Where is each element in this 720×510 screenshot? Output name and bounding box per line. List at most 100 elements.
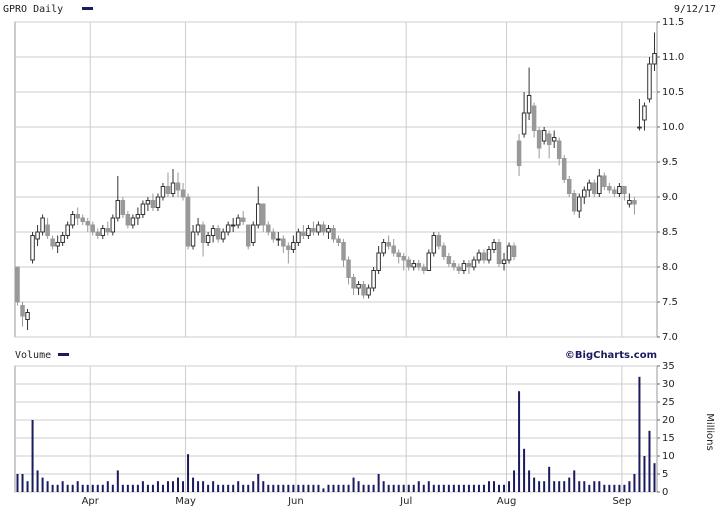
candle-body: [336, 238, 341, 243]
candle-body: [145, 200, 151, 205]
volume-bar: [202, 481, 205, 492]
candle-body: [235, 217, 241, 226]
candle-body: [200, 224, 206, 243]
y-tick-label: 5: [662, 469, 668, 480]
candle-body: [105, 228, 111, 233]
date-label: 9/12/17: [674, 4, 716, 15]
x-tick-label: May: [175, 496, 196, 507]
volume-bar: [482, 484, 485, 492]
candle-body: [376, 252, 381, 271]
volume-bar: [578, 481, 581, 492]
x-tick-label: Jun: [287, 496, 304, 507]
volume-bar: [548, 466, 551, 492]
candle-body: [115, 200, 121, 219]
y-tick-label: 20: [662, 415, 675, 426]
candle-body: [577, 196, 582, 212]
candle-body: [436, 235, 442, 247]
candle-body: [90, 224, 95, 233]
candle-body: [571, 193, 577, 212]
candle-body: [556, 140, 562, 159]
candle-body: [215, 228, 221, 240]
y-tick-label: 25: [662, 397, 675, 408]
candle-body: [210, 228, 216, 236]
volume-bar: [332, 484, 335, 492]
volume-bar: [442, 484, 445, 492]
volume-bar: [362, 484, 365, 492]
candle-body: [401, 256, 406, 261]
volume-bar: [543, 481, 546, 492]
volume-bar: [141, 481, 144, 492]
volume-bar: [518, 391, 521, 492]
candle-body: [627, 200, 632, 205]
candle-body: [80, 217, 85, 222]
candle-body: [276, 238, 281, 241]
candle-body: [220, 231, 226, 240]
volume-bar: [272, 484, 275, 492]
candle-body: [446, 256, 452, 264]
volume-bar: [317, 484, 320, 492]
volume-bar: [197, 481, 200, 492]
volume-bar: [297, 484, 300, 492]
candle-body: [356, 284, 361, 289]
candle-body: [25, 312, 30, 320]
candle-body: [341, 242, 346, 261]
volume-bar: [177, 477, 180, 492]
candle-body: [511, 245, 517, 257]
price-panel: [14, 21, 658, 338]
candle-body: [85, 221, 90, 226]
volume-bar: [327, 484, 330, 492]
volume-bar: [227, 484, 230, 492]
volume-bar: [126, 484, 129, 492]
volume-bar: [633, 474, 636, 492]
candle-body: [466, 263, 472, 268]
y-tick-label: 11.0: [662, 52, 684, 63]
volume-bar: [237, 481, 240, 492]
candle-body: [205, 235, 211, 243]
volume-bar: [16, 474, 19, 492]
candle-body: [55, 242, 60, 247]
candle-body: [371, 270, 376, 289]
x-tick-label: Apr: [82, 496, 100, 507]
volume-title: Volume: [15, 350, 51, 361]
candle-body: [291, 242, 296, 250]
candle-body: [541, 130, 547, 142]
candle-body: [225, 224, 231, 233]
volume-bar: [427, 481, 430, 492]
candle-body: [70, 214, 75, 226]
volume-bar: [111, 484, 114, 492]
volume-bar: [643, 456, 646, 492]
volume-bar: [342, 484, 345, 492]
candle-body: [431, 235, 437, 254]
candle-body: [366, 287, 371, 296]
volume-bar: [71, 484, 74, 492]
volume-bar: [523, 448, 526, 492]
volume-bar: [207, 484, 210, 492]
volume-bar: [136, 484, 139, 492]
y-tick-label: 9.5: [662, 157, 678, 168]
candle-body: [481, 252, 487, 261]
volume-bar: [528, 470, 531, 492]
volume-bar: [588, 484, 591, 492]
candle-body: [170, 182, 176, 194]
volume-bar: [608, 484, 611, 492]
volume-bar: [106, 481, 109, 492]
volume-bar: [432, 484, 435, 492]
volume-axis-label: Millions: [704, 413, 715, 450]
candle-body: [165, 186, 171, 194]
y-tick-label: 10: [662, 451, 675, 462]
candle-body: [652, 53, 657, 65]
candle-body: [391, 245, 396, 254]
volume-bar: [161, 484, 164, 492]
candle-body: [597, 175, 602, 194]
volume-bar: [352, 477, 355, 492]
volume-bar: [257, 474, 260, 492]
volume-bar: [417, 481, 420, 492]
candle-body: [426, 252, 432, 271]
candle-body: [642, 105, 647, 121]
candle-body: [306, 228, 311, 236]
candle-body: [416, 263, 422, 268]
volume-bar: [367, 484, 370, 492]
volume-bar: [603, 484, 606, 492]
volume-bar: [61, 481, 64, 492]
chart-title: GPRO Daily: [3, 4, 63, 15]
